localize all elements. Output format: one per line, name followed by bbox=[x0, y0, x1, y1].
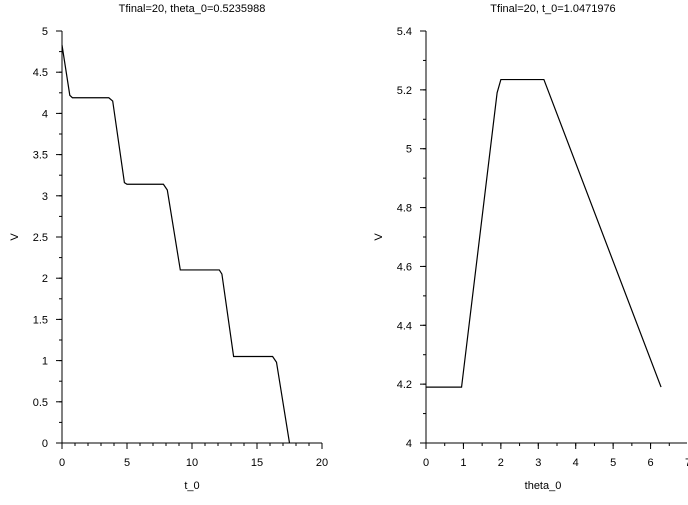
y-tick-label: 0 bbox=[42, 438, 48, 450]
y-tick-label: 1.5 bbox=[33, 314, 48, 326]
y-tick-label: 2.5 bbox=[33, 232, 48, 244]
x-axis-label: t_0 bbox=[184, 480, 199, 492]
x-tick-label: 2 bbox=[498, 457, 504, 469]
series-line bbox=[426, 78, 662, 388]
y-tick-label: 1 bbox=[42, 356, 48, 368]
y-tick-label: 2 bbox=[42, 273, 48, 285]
chart-title: Tfinal=20, theta_0=0.5235988 bbox=[119, 3, 266, 15]
y-tick-label: 4.2 bbox=[397, 379, 412, 391]
x-tick-label: 10 bbox=[186, 457, 198, 469]
x-tick-label: 0 bbox=[59, 457, 65, 469]
chart-left: Tfinal=20, theta_0=0.5235988 t_0 V 0 5 10 1… bbox=[9, 3, 328, 492]
y-axis-label: V bbox=[373, 233, 385, 241]
x-tick-label: 6 bbox=[648, 457, 654, 469]
y-tick-label: 3.5 bbox=[33, 150, 48, 162]
y-tick-label: 4 bbox=[42, 108, 48, 120]
x-tick-label: 5 bbox=[610, 457, 616, 469]
chart-title: Tfinal=20, t_0=1.0471976 bbox=[490, 3, 615, 15]
y-tick-label: 4.8 bbox=[397, 203, 412, 215]
y-ticks: 4 4.2 4.4 4.6 4.8 5 5.2 5.4 bbox=[397, 26, 426, 450]
x-tick-label: 1 bbox=[460, 457, 466, 469]
y-ticks: 0 0.5 1 1.5 2 2.5 3 3.5 4 4.5 5 bbox=[33, 26, 62, 450]
x-tick-label: 3 bbox=[535, 457, 541, 469]
y-tick-label: 5.2 bbox=[397, 85, 412, 97]
y-tick-label: 5 bbox=[42, 26, 48, 38]
y-tick-label: 4.4 bbox=[397, 320, 412, 332]
x-axis-label: theta_0 bbox=[525, 480, 562, 492]
x-tick-label: 15 bbox=[251, 457, 263, 469]
x-tick-label: 20 bbox=[316, 457, 328, 469]
y-tick-label: 4.6 bbox=[397, 261, 412, 273]
x-tick-label: 0 bbox=[423, 457, 429, 469]
x-tick-label: 5 bbox=[124, 457, 130, 469]
chart-right: Tfinal=20, t_0=1.0471976 theta_0 V 0 1 2 3 4… bbox=[373, 3, 688, 492]
x-tick-label: 4 bbox=[573, 457, 579, 469]
y-tick-label: 4 bbox=[406, 438, 412, 450]
y-tick-label: 5 bbox=[406, 144, 412, 156]
y-axis-label: V bbox=[9, 233, 21, 241]
y-tick-label: 0.5 bbox=[33, 397, 48, 409]
y-tick-label: 5.4 bbox=[397, 26, 412, 38]
x-ticks: 0 1 2 3 4 5 6 7 bbox=[423, 443, 688, 469]
y-tick-label: 4.5 bbox=[33, 67, 48, 79]
x-ticks: 0 5 10 15 20 bbox=[59, 443, 328, 469]
x-tick-label: 7 bbox=[685, 457, 688, 469]
y-tick-label: 3 bbox=[42, 191, 48, 203]
series-line bbox=[61, 44, 291, 444]
